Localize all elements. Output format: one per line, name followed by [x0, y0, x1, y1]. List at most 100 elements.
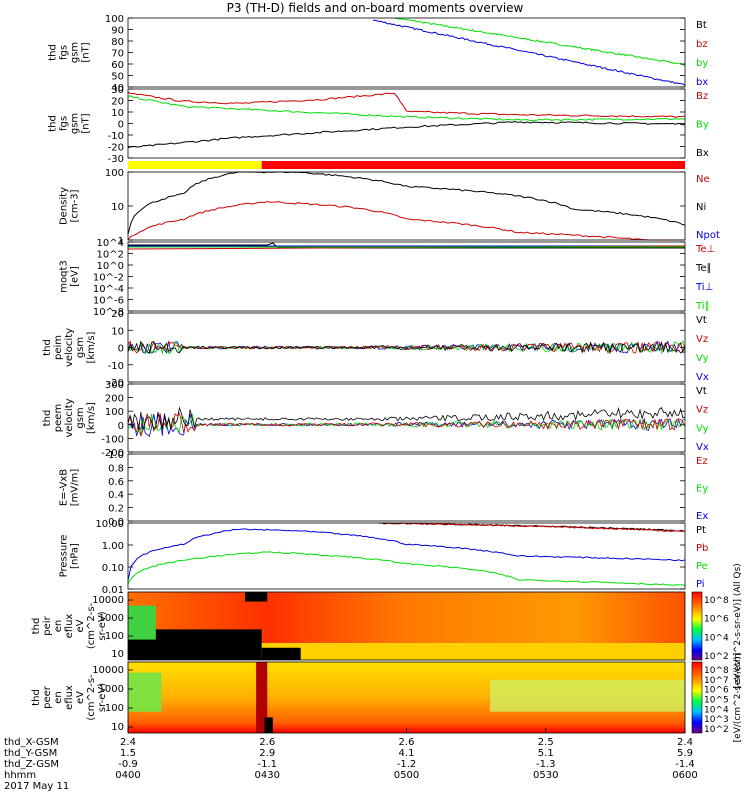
series-Te∥-line: [128, 242, 685, 249]
legend-Ez: Ez: [696, 456, 708, 467]
y-tick-label: 100: [105, 407, 124, 418]
y-tick-label: -30: [108, 154, 124, 165]
y-tick-label: 20: [111, 309, 124, 320]
x-tick-label: 2.4: [677, 737, 693, 748]
panel-fgs_b: [127, 91, 686, 149]
y-tick-label: 10^-8: [93, 307, 124, 318]
y-tick-label: 10.00: [95, 519, 124, 530]
y-tick-label: 0: [118, 421, 124, 432]
y-axis-label: gsm: [75, 337, 86, 358]
panel-frame: [127, 522, 686, 590]
y-axis-label: [nT]: [81, 42, 92, 62]
mode-bar-segment: [128, 161, 262, 169]
y-tick-label: 0.01: [102, 585, 124, 596]
y-axis-label: Pressure: [59, 535, 70, 578]
x-tick-label: -1.1: [257, 759, 277, 770]
legend-Ni: Ni: [696, 202, 706, 213]
panel-fgs_bt: [372, 17, 686, 86]
legend-Ne: Ne: [696, 174, 710, 185]
colorbar-label: [eV/(cm^2-s-sr-eV)] (All Qs): [733, 563, 743, 688]
y-axis-label: [mV/m]: [70, 469, 81, 507]
y-tick-label: 10000: [92, 595, 124, 606]
legend-Te⊥: Te⊥: [695, 244, 715, 255]
x-tick-label: 2.6: [399, 737, 415, 748]
series-bx-line: [372, 19, 686, 86]
y-axis-label: Density: [59, 187, 70, 225]
legend-by: by: [696, 58, 708, 69]
panel-frame: [127, 241, 686, 312]
y-axis-label: thd: [31, 618, 42, 635]
y-axis-label: peem: [53, 404, 64, 432]
spectrogram-low-band: [261, 643, 685, 660]
panel-frame: [127, 17, 686, 88]
y-axis-label: E=-VxB: [59, 469, 70, 506]
y-tick-label: -20: [108, 143, 124, 154]
y-axis-label: [cm-3]: [70, 189, 81, 222]
y-axis-label: [km/s]: [86, 331, 97, 363]
x-row-label: thd_Y-GSM: [4, 748, 57, 759]
legend-Pe: Pe: [696, 561, 708, 572]
colorbar-tick-label: 10^8: [704, 666, 729, 676]
x-row-label: thd_X-GSM: [4, 737, 59, 748]
y-axis-label: moqt3: [59, 260, 70, 293]
y-tick-label: 100: [105, 14, 124, 25]
y-tick-label: 0.4: [108, 490, 124, 501]
y-tick-label: 300: [105, 380, 124, 391]
x-tick-label: 4.1: [399, 748, 415, 759]
legend-Ti⊥: Ti⊥: [695, 282, 713, 293]
y-axis-label: thd: [48, 44, 59, 61]
series-Ni-line: [127, 171, 686, 235]
y-tick-label: 100: [105, 703, 124, 714]
y-tick-label: 1: [118, 236, 124, 247]
series-Pi-line: [127, 528, 686, 581]
series-Vt-line: [127, 340, 686, 355]
panel-frame: [127, 591, 686, 661]
y-axis-label: eflux: [64, 685, 75, 710]
y-axis-label: (cm^2-s-: [86, 602, 97, 649]
y-tick-label: 10^-6: [93, 296, 124, 307]
legend-Ex: Ex: [696, 511, 708, 522]
series-Pe-line: [127, 551, 686, 586]
legend-Te∥: Te∥: [695, 263, 712, 274]
y-axis-label: en: [53, 620, 64, 633]
y-tick-label: 10000: [92, 665, 124, 676]
x-tick-label: -0.9: [118, 759, 138, 770]
series-By-line: [127, 95, 686, 122]
y-tick-label: 100: [105, 168, 124, 179]
series-Bz-line: [127, 91, 686, 118]
panel-peim_v: [127, 339, 686, 355]
colorbar: [691, 591, 703, 661]
legend-Vy: Vy: [696, 423, 709, 434]
y-tick-label: 0.2: [108, 504, 124, 515]
y-axis-label: sr-eV): [97, 683, 108, 712]
y-axis-label: fgs: [59, 45, 70, 60]
y-axis-label: gsm: [75, 407, 86, 428]
spectrogram-green-edge: [128, 605, 156, 640]
x-tick-label: 0530: [533, 770, 558, 781]
colorbar: [691, 661, 703, 734]
x-row-label: thd_Z-GSM: [4, 759, 59, 770]
series-Vx-line: [127, 413, 686, 437]
colorbar-tick-label: 10^2: [704, 652, 729, 662]
panel-frame: [127, 453, 686, 522]
y-tick-label: 1000: [99, 613, 124, 624]
x-tick-label: 2.6: [259, 737, 275, 748]
y-axis-label: [nPa]: [70, 543, 81, 569]
y-tick-label: 90: [111, 26, 124, 37]
y-tick-label: 40: [111, 83, 124, 94]
y-tick-label: 10^2: [97, 250, 124, 261]
x-tick-label: 2.9: [259, 748, 275, 759]
y-axis-label: fgs: [59, 116, 70, 131]
y-tick-label: 1.00: [102, 541, 124, 552]
panel-frame: [127, 171, 686, 241]
colorbar-tick-label: 10^2: [704, 725, 729, 735]
colorbar-tick-label: 10^4: [704, 705, 729, 715]
colorbar-tick-label: 10^6: [704, 615, 729, 625]
y-tick-label: 10^4: [97, 238, 124, 249]
y-tick-label: 10: [111, 649, 124, 660]
colorbar-label: [eV/(cm^2-s-sr-eV)]: [733, 653, 743, 743]
y-axis-label: [nT]: [81, 113, 92, 133]
y-tick-label: 10^-2: [93, 273, 124, 284]
